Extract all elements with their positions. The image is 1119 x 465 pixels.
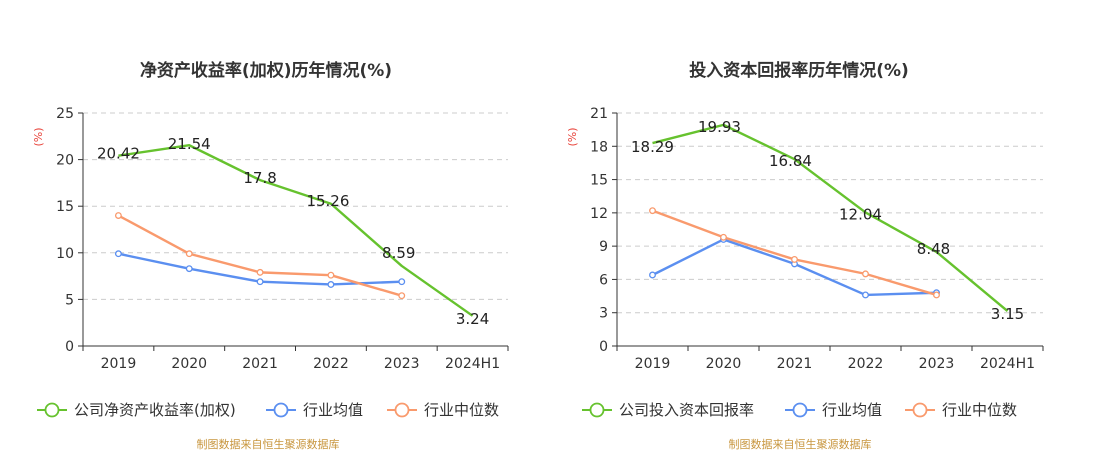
x-tick-label: 2022 bbox=[313, 356, 349, 372]
data-point bbox=[114, 250, 122, 258]
data-point bbox=[933, 291, 940, 299]
legend-label: 行业均值 bbox=[303, 401, 363, 419]
legend-swatch-marker bbox=[589, 402, 605, 418]
data-label: 8.48 bbox=[917, 240, 950, 258]
x-tick-label: 2021 bbox=[777, 356, 813, 372]
y-tick-label: 15 bbox=[56, 199, 74, 215]
x-tick-label: 2019 bbox=[635, 356, 671, 372]
data-label: 12.04 bbox=[839, 205, 882, 223]
x-tick-label: 2020 bbox=[706, 356, 742, 372]
data-point bbox=[398, 278, 406, 286]
data-label: 15.26 bbox=[306, 192, 349, 210]
y-tick-label: 10 bbox=[56, 246, 74, 262]
y-axis-label: (%) bbox=[566, 127, 579, 146]
data-point bbox=[256, 268, 264, 276]
data-label: 17.8 bbox=[243, 169, 276, 187]
y-tick-label: 0 bbox=[599, 339, 608, 355]
y-tick-label: 5 bbox=[65, 292, 74, 308]
data-point bbox=[327, 281, 335, 288]
y-tick-label: 20 bbox=[56, 153, 74, 169]
legend-label: 行业均值 bbox=[822, 401, 882, 419]
x-tick-label: 2022 bbox=[848, 356, 884, 372]
y-tick-label: 12 bbox=[590, 206, 608, 222]
data-label: 3.24 bbox=[456, 310, 489, 328]
source-note: 制图数据来自恒生聚源数据库 bbox=[197, 437, 340, 451]
x-tick-label: 2021 bbox=[242, 356, 278, 372]
y-axis-label: (%) bbox=[32, 127, 45, 146]
x-tick-label: 2023 bbox=[384, 356, 420, 372]
data-point bbox=[720, 233, 727, 241]
data-point bbox=[185, 265, 193, 273]
y-tick-label: 0 bbox=[65, 339, 74, 355]
series-line bbox=[652, 123, 1009, 312]
y-tick-label: 21 bbox=[590, 106, 608, 122]
legend-swatch-marker bbox=[273, 402, 289, 418]
chart-title: 投入资本回报率历年情况(%) bbox=[689, 60, 909, 81]
legend-swatch-marker bbox=[394, 402, 410, 418]
data-point bbox=[327, 271, 335, 279]
y-tick-label: 18 bbox=[590, 139, 608, 155]
x-tick-label: 2023 bbox=[919, 356, 955, 372]
data-label: 21.54 bbox=[168, 135, 211, 153]
data-label: 20.42 bbox=[97, 145, 140, 163]
x-tick-label: 2024H1 bbox=[445, 356, 500, 372]
legend-swatch-marker bbox=[792, 402, 808, 418]
chart-title: 净资产收益率(加权)历年情况(%) bbox=[140, 60, 392, 81]
legend-label: 行业中位数 bbox=[424, 401, 499, 419]
data-label: 19.93 bbox=[698, 118, 741, 136]
x-tick-label: 2019 bbox=[101, 356, 137, 372]
y-tick-label: 25 bbox=[56, 106, 74, 122]
data-point bbox=[114, 212, 122, 219]
data-label: 3.15 bbox=[991, 305, 1024, 323]
data-label: 16.84 bbox=[769, 152, 812, 170]
legend-label: 行业中位数 bbox=[942, 401, 1017, 419]
y-tick-label: 9 bbox=[599, 239, 608, 255]
data-label: 18.29 bbox=[631, 138, 674, 156]
data-point bbox=[862, 270, 869, 278]
y-tick-label: 3 bbox=[599, 306, 608, 322]
legend-label: 公司净资产收益率(加权) bbox=[74, 401, 236, 419]
data-point bbox=[185, 250, 193, 258]
data-point bbox=[649, 207, 656, 215]
legend-label: 公司投入资本回报率 bbox=[619, 401, 754, 419]
legend-swatch-marker bbox=[912, 402, 928, 418]
series-line bbox=[118, 144, 474, 317]
source-note: 制图数据来自恒生聚源数据库 bbox=[729, 437, 872, 451]
data-point bbox=[649, 271, 656, 279]
data-point bbox=[791, 256, 798, 263]
data-point bbox=[398, 292, 406, 300]
x-tick-label: 2024H1 bbox=[980, 356, 1035, 372]
y-tick-label: 6 bbox=[599, 272, 608, 288]
data-label: 8.59 bbox=[382, 244, 415, 262]
data-point bbox=[862, 291, 869, 299]
legend-swatch-marker bbox=[44, 402, 60, 418]
data-point bbox=[256, 278, 264, 286]
y-tick-label: 15 bbox=[590, 173, 608, 189]
x-tick-label: 2020 bbox=[171, 356, 207, 372]
